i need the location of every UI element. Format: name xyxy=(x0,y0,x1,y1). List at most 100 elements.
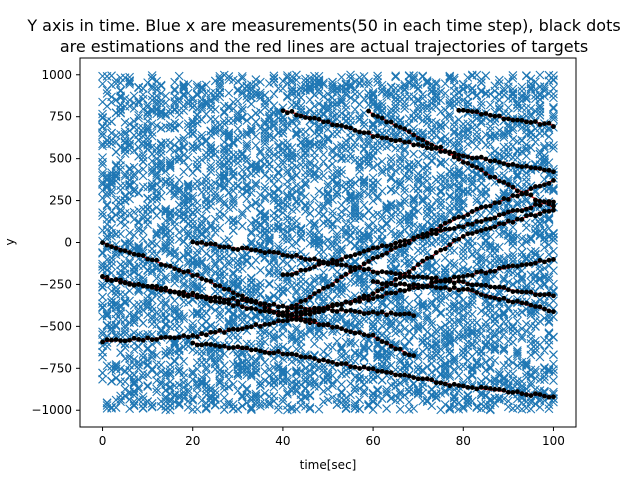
measurement-point xyxy=(165,160,175,170)
measurement-point xyxy=(242,143,252,153)
measurement-point xyxy=(147,267,157,277)
measurement-point xyxy=(170,248,180,258)
measurement-point xyxy=(138,226,148,236)
measurement-point xyxy=(355,115,364,125)
measurement-point xyxy=(219,143,229,153)
measurement-point xyxy=(274,167,283,177)
measurement-point xyxy=(323,350,333,360)
measurement-point xyxy=(174,175,184,185)
measurement-point xyxy=(138,246,148,255)
measurement-point xyxy=(206,302,216,312)
measurement-point xyxy=(544,340,554,350)
measurement-point xyxy=(485,100,495,110)
measurement-point xyxy=(237,103,247,113)
measurement-point xyxy=(111,322,121,331)
measurement-point xyxy=(134,111,144,120)
measurement-point xyxy=(512,347,522,357)
measurement-point xyxy=(134,360,144,370)
measurement-point xyxy=(337,165,346,175)
measurement-point xyxy=(359,200,369,210)
measurement-point xyxy=(427,401,437,411)
measurement-point xyxy=(391,71,401,81)
measurement-point xyxy=(472,131,482,141)
measurement-point xyxy=(206,383,216,393)
measurement-point xyxy=(116,73,125,83)
measurement-point xyxy=(161,314,171,324)
measurement-point xyxy=(192,307,202,317)
measurement-point xyxy=(183,79,193,89)
measurement-point xyxy=(98,292,107,302)
measurement-point xyxy=(210,395,220,405)
measurement-point xyxy=(102,200,112,209)
measurement-point xyxy=(156,140,166,150)
measurement-point xyxy=(255,289,265,299)
measurement-point xyxy=(98,208,107,217)
measurement-point xyxy=(174,71,184,81)
measurement-point xyxy=(120,290,130,299)
measurement-point xyxy=(373,193,382,203)
measurement-point xyxy=(409,378,419,388)
measurement-point xyxy=(134,384,144,394)
measurement-point xyxy=(183,388,193,397)
measurement-point xyxy=(152,273,162,283)
measurement-point xyxy=(188,102,198,112)
measurement-point xyxy=(201,379,211,389)
measurement-point xyxy=(170,278,180,288)
measurement-point xyxy=(129,91,139,101)
measurement-point xyxy=(152,387,162,397)
measurement-point xyxy=(174,227,184,237)
measurement-point xyxy=(98,374,107,384)
measurement-point xyxy=(188,345,198,355)
measurement-point xyxy=(269,254,279,263)
measurement-point xyxy=(107,253,116,263)
measurement-point xyxy=(147,131,157,141)
measurement-point xyxy=(201,80,211,90)
measurement-point xyxy=(116,86,125,96)
measurement-point xyxy=(237,275,247,285)
measurement-point xyxy=(125,72,134,82)
measurement-point xyxy=(237,309,247,319)
measurement-point xyxy=(512,316,522,326)
measurement-point xyxy=(210,258,220,268)
measurement-point xyxy=(98,368,107,378)
measurement-point xyxy=(314,186,324,196)
measurement-point xyxy=(274,183,283,193)
measurement-point xyxy=(224,164,234,174)
measurement-point xyxy=(219,349,229,359)
measurement-point xyxy=(242,194,252,204)
measurement-point xyxy=(440,120,450,130)
measurement-point xyxy=(467,318,477,327)
measurement-point xyxy=(161,274,171,284)
measurement-point xyxy=(98,352,107,362)
measurement-point xyxy=(409,149,419,159)
measurement-point xyxy=(98,211,107,221)
measurement-point xyxy=(458,251,468,261)
measurement-point xyxy=(404,397,414,407)
measurement-point xyxy=(156,360,166,370)
measurement-point xyxy=(373,192,382,201)
measurement-point xyxy=(102,201,112,211)
measurement-point xyxy=(499,171,509,180)
measurement-point xyxy=(224,141,234,150)
measurement-point xyxy=(179,191,189,201)
measurement-point xyxy=(129,215,139,224)
measurement-point xyxy=(161,223,171,233)
measurement-point xyxy=(237,172,247,182)
measurement-point xyxy=(454,371,464,380)
measurement-point xyxy=(242,153,252,163)
measurement-point xyxy=(206,161,216,170)
measurement-point xyxy=(544,335,554,345)
measurement-point xyxy=(147,398,157,408)
measurement-point xyxy=(116,266,125,276)
measurement-point xyxy=(138,352,148,362)
measurement-point xyxy=(192,163,202,172)
measurement-point xyxy=(192,203,202,213)
measurement-point xyxy=(129,377,139,387)
measurement-point xyxy=(116,161,125,170)
measurement-point xyxy=(508,369,518,379)
measurement-point xyxy=(251,141,261,150)
measurement-point xyxy=(107,213,116,223)
measurement-point xyxy=(386,214,396,224)
measurement-point xyxy=(476,376,486,386)
measurement-point xyxy=(156,150,166,160)
